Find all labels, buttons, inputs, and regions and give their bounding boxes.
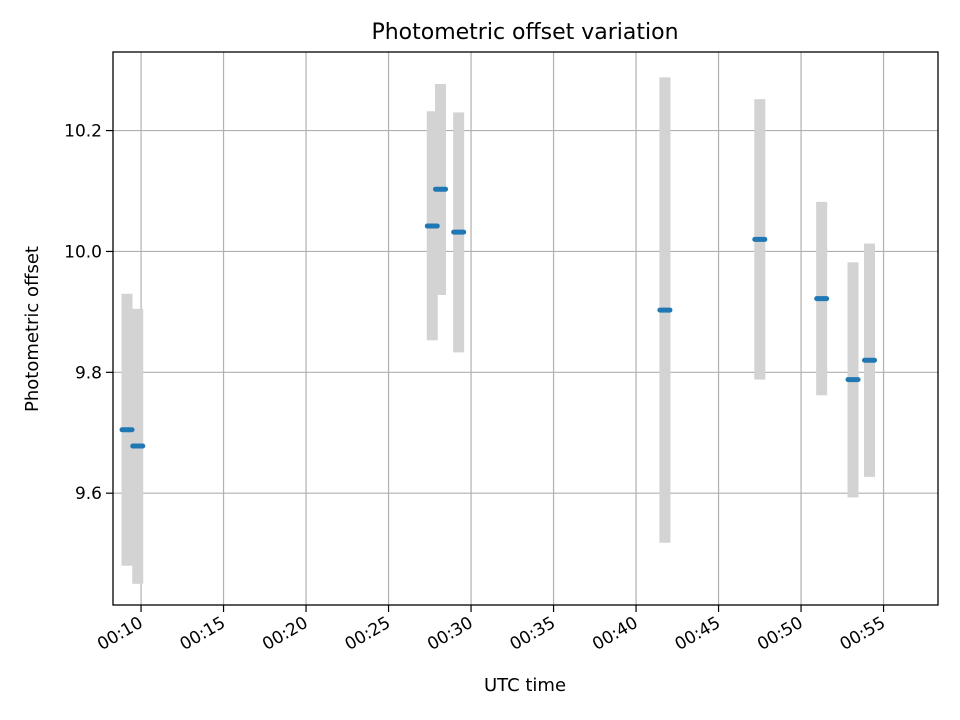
x-axis-ticks: 00:10 00:15 00:20 00:25 00:30 00:35 00:40 00:45… [94,605,889,655]
x-tick-label: 00:45 [672,613,724,655]
plot-frame [112,51,939,606]
data-markers [119,186,878,449]
x-axis-label: UTC time [484,675,566,696]
x-tick-label: 00:25 [342,613,394,655]
error-bars [121,77,876,584]
y-tick-label: 9.6 [75,484,102,504]
y-axis-ticks: 9.6 9.8 10.0 10.2 [64,122,113,504]
y-tick-label: 10.0 [64,242,102,262]
x-tick-label: 00:10 [94,613,146,655]
y-tick-label: 10.2 [64,122,102,142]
x-tick-label: 00:40 [589,613,641,655]
grid [113,52,938,605]
x-tick-label: 00:20 [259,613,311,655]
x-tick-label: 00:35 [507,613,559,655]
x-tick-label: 00:30 [424,613,476,655]
x-tick-label: 00:50 [754,613,806,655]
x-tick-label: 00:15 [177,613,229,655]
chart-title: Photometric offset variation [371,20,678,45]
x-tick-label: 00:55 [837,613,889,655]
y-tick-label: 9.8 [75,363,102,383]
y-axis-label: Photometric offset [22,246,43,412]
